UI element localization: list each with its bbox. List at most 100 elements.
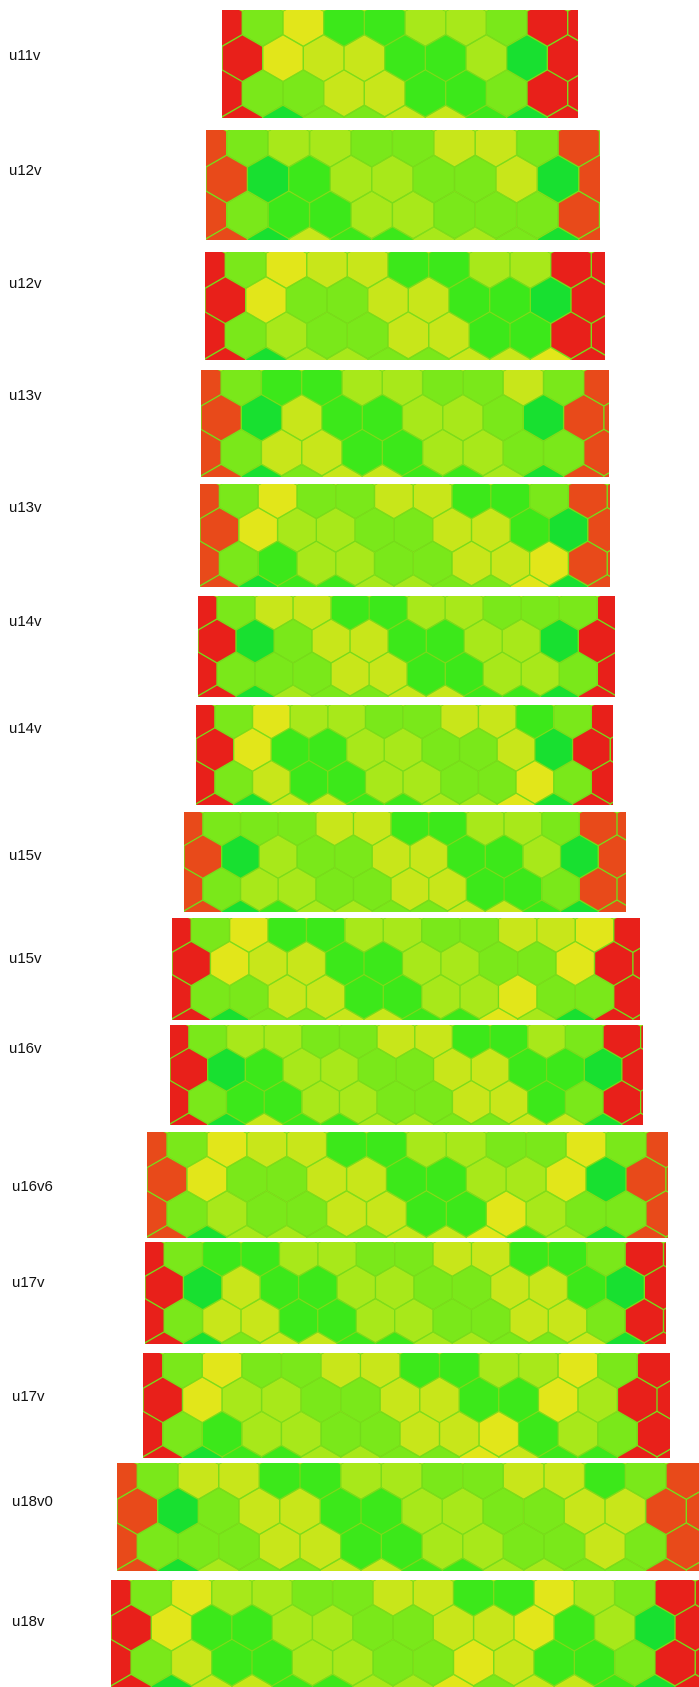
hexagon-cell [317,1242,357,1277]
hexagon-cell [255,652,294,696]
hexagon-cell [202,867,241,911]
hexagon-cell [320,1558,361,1571]
hexagon-cell [479,941,518,986]
hexagon-cell [361,1487,402,1535]
hexagon-cell [591,760,613,804]
hexagon-cell [629,35,669,81]
hexagon-cell [495,226,538,240]
hexagon-strips [71,0,699,1687]
hexagon-cell [553,760,592,804]
hexagon-cell [364,941,403,986]
hexagon-cell [384,34,426,82]
hexagon-cell [296,834,335,879]
hexagon-cell [617,1377,657,1423]
hexagon-cell [326,1190,367,1237]
hexagon-cell [546,1047,585,1092]
hexagon-cell [162,1353,203,1389]
hexagon-cell [414,1025,453,1059]
hexagon-cell [400,1411,440,1457]
hexagon-cell [509,1298,549,1343]
hexagon-cell [462,1522,504,1570]
hexagon-cell [164,1242,203,1277]
hexagon-cell [151,1604,192,1651]
hexagon-cell [117,1558,158,1571]
hexagon-cell [88,1191,127,1236]
hexagon-cell [293,596,332,630]
hexagon-cell [312,619,351,663]
hexagon-cell [475,191,517,239]
hexagon-cell [454,155,496,203]
hexagon-cell [286,1190,327,1237]
hexagon-cell [374,541,414,586]
hexagon-cell [221,429,262,476]
hexagon-cell [383,974,422,1019]
hexagon-cell [128,868,165,911]
hexagon-cell [157,1558,199,1571]
hexagon-cell [245,1047,283,1092]
hexagon-cell [644,1265,666,1310]
hexagon-cell [426,685,465,697]
hexagon-cell [71,1605,111,1651]
hexagon-cell [165,277,205,323]
hexagon-cell [352,1674,393,1687]
hexagon-cell [489,276,531,324]
hexagon-cell [340,1522,382,1570]
hexagon-cell [369,596,408,630]
hexagon-cell [530,347,571,360]
hexagon-cell [606,1190,646,1237]
hexagon-cell [266,252,307,289]
hexagon-cell [677,1343,699,1388]
hexagon-cell [315,812,354,846]
hexagon-cell [377,1025,415,1059]
row-label: u18v [12,1613,45,1630]
hexagon-cell [145,1331,184,1344]
hexagon-cell [274,619,313,663]
hexagon-cell [636,901,673,944]
hexagon-cell [377,1080,415,1124]
row-label: u13v [9,499,42,516]
hexagon-cell [327,705,366,739]
hexagon-cell [301,1377,341,1423]
hexagon-cell [346,1225,387,1238]
hexagon-cell [685,465,699,511]
hexagon-cell [161,465,201,511]
hexagon-cell [609,0,649,46]
hexagon-cell [88,1122,127,1167]
hexagon-cell [547,105,578,118]
hexagon-cell [453,1639,494,1686]
hexagon-cell [201,370,221,406]
hexagon-cell [293,652,332,696]
hexagon-cell [71,1675,111,1687]
hexagon-cell [281,464,322,477]
hexagon-cell [567,1265,606,1310]
hexagon-cell [211,1580,252,1616]
hexagon-cell [440,705,479,739]
hexagon-cell [428,311,470,359]
hexagon-cell [605,1487,646,1535]
hexagon-cell [171,1580,212,1616]
hexagon-cell [200,507,239,553]
hexagon-cell [246,1190,287,1237]
hexagon-cell [303,34,344,82]
hexagon-cell [300,1463,341,1500]
hexagon-cell [232,1674,273,1687]
hexagon-cell [610,802,613,805]
hexagon-cell [442,394,483,441]
hexagon-cell [543,370,584,406]
hexagon-cell [578,619,615,663]
hexagon-cell [657,1380,670,1419]
hexagon-cell [84,1343,123,1388]
hexagon-strip [88,1122,668,1238]
hexagon-cell [388,252,429,289]
hexagon-cell [578,685,615,697]
hexagon-cell [454,226,496,240]
hexagon-cell [483,464,524,477]
hexagon-cell [241,1353,282,1389]
hexagon-cell [516,130,558,167]
hexagon-cell [672,942,699,986]
hexagon-cell [323,10,365,47]
hexagon-cell [211,1639,252,1686]
hexagon-cell [403,760,441,804]
hexagon-cell [530,276,571,324]
hexagon-cell [598,900,626,912]
